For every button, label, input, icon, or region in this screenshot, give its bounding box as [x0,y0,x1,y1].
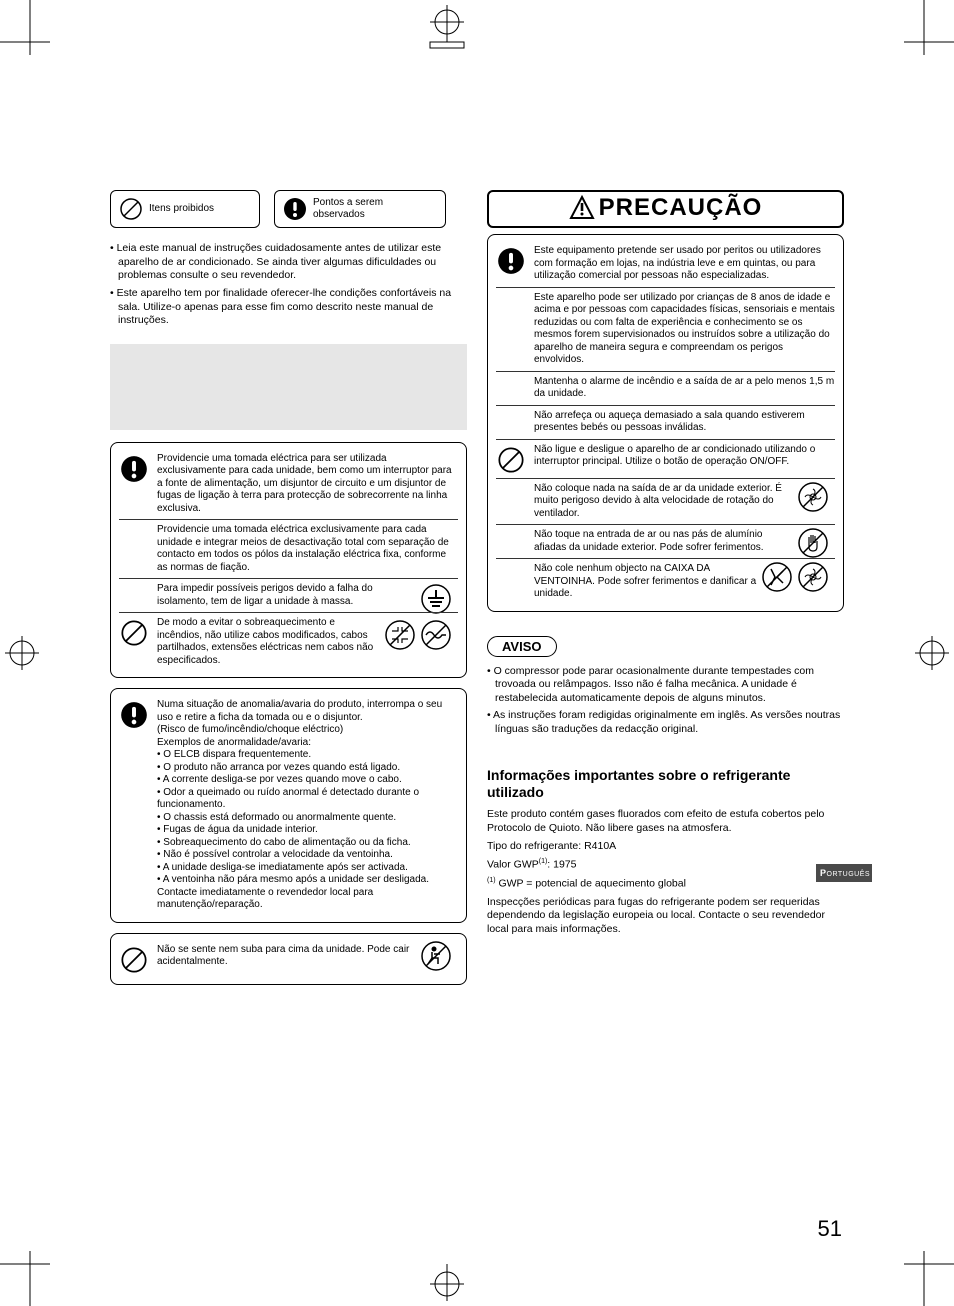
symbol-legend: Itens proibidos Pontos a serem observado… [110,190,467,228]
aviso-pill: AVISO [487,636,557,657]
info-heading: Informações importantes sobre o refriger… [487,767,844,801]
right-box-2-row-0: Não ligue e desligue o aparelho de ar co… [534,444,835,474]
warning-triangle-icon [569,195,595,221]
info-p2: Tipo do refrigerante: R410A [487,840,844,854]
caution-title-text: PRECAUÇÃO [599,194,763,222]
info-final: Inspecções periódicas para fugas do refr… [487,896,844,937]
right-box-1-row-1: Este aparelho pode ser utilizado por cri… [534,292,835,367]
info-body: Este produto contém gases fluorados com … [487,808,844,940]
left-box-1: Providencie uma tomada eléctrica para se… [110,442,467,679]
left-box-3: Numa situação de anomalia/avaria do prod… [110,688,467,923]
aviso-p1: • O compressor pode parar ocasionalmente… [487,665,844,706]
right-box-1-row-0: Este equipamento pretende ser usado por … [534,245,835,283]
prohibit-icon [120,619,148,647]
language-tab: PORTUGUÊS [816,864,872,882]
right-box-1-row-2: Mantenha o alarme de incêndio e a saída … [534,376,835,401]
prohibit-icon [119,197,143,221]
attention-icon [497,247,525,275]
prohibit-icon [120,946,148,974]
left-box-1-row-1: Providencie uma tomada eléctrica exclusi… [157,524,458,574]
no-touch-icon [797,527,829,559]
gwp-footnote: (1) GWP = potencial de aquecimento globa… [487,876,844,891]
right-box-2-row-1: Não coloque nada na saída de ar da unida… [534,483,835,521]
intro-p2: • Este aparelho tem por finalidade ofere… [110,287,467,328]
ground-icon [420,583,452,615]
caution-heading: PRECAUÇÃO [487,190,844,228]
left-box-1-row-2: Para impedir possíveis perigos devido a … [157,583,458,608]
info-p1: Este produto contém gases fluorados com … [487,808,844,835]
intro-text: • Leia este manual de instruções cuidado… [110,242,467,332]
left-box-1-row-0: Providencie uma tomada eléctrica para se… [157,453,458,516]
no-cable-icon-2 [420,619,452,651]
attention-icon [283,197,307,221]
left-box-3-row-0: Numa situação de anomalia/avaria do prod… [157,699,458,912]
left-column: Itens proibidos Pontos a serem observado… [110,190,467,995]
aviso-text: • O compressor pode parar ocasionalmente… [487,665,844,741]
right-box-2-row-2: Não toque na entrada de ar ou nas pás de… [534,529,835,554]
attention-icon [120,455,148,483]
gray-placeholder [110,344,467,430]
attention-icon [120,701,148,729]
left-box-4: Não se sente nem suba para cima da unida… [110,933,467,985]
no-cable-icon [384,619,416,651]
no-fan-icon-2 [797,561,829,593]
prohibit-label: Itens proibidos [149,203,214,215]
right-column: PRECAUÇÃO Este equipamento pretende ser … [487,190,844,995]
right-box-1: Este equipamento pretende ser usado por … [487,234,844,612]
attention-label: Pontos a serem observados [313,197,437,221]
prohibit-icon [497,446,525,474]
left-box-4-row-0: Não se sente nem suba para cima da unida… [157,944,458,974]
prohibit-symbol-box: Itens proibidos [110,190,260,228]
page-number: 51 [818,1216,842,1242]
intro-p1: • Leia este manual de instruções cuidado… [110,242,467,283]
no-stick-icon [761,561,793,593]
no-fan-icon [797,481,829,513]
gwp-line: Valor GWP(1): 1975 [487,857,844,872]
attention-symbol-box: Pontos a serem observados [274,190,446,228]
right-box-1-row-3: Não arrefeça ou aqueça demasiado a sala … [534,410,835,435]
no-sit-icon [420,940,452,972]
aviso-p2: • As instruções foram redigidas original… [487,709,844,736]
